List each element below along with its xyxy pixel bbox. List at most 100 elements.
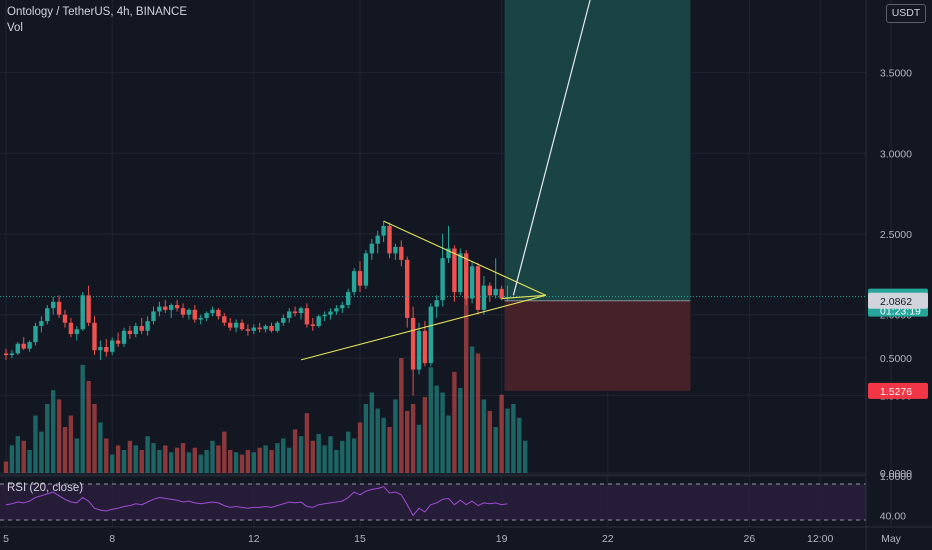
volume-legend[interactable]: Vol (7, 22, 23, 34)
candle-body (216, 309, 221, 317)
volume-bar (233, 452, 239, 473)
volume-bar (287, 447, 292, 473)
volume-bar (499, 394, 504, 473)
candle-body (334, 308, 339, 312)
volume-bar (169, 452, 174, 473)
volume-bar (452, 371, 457, 473)
price-tick-label: 2.5000 (880, 229, 912, 241)
loss-zone[interactable] (504, 300, 691, 391)
candle-body (198, 317, 203, 320)
candle-body (310, 324, 315, 326)
volume-bar (393, 399, 398, 473)
volume-bar (86, 381, 91, 473)
volume-bar (310, 440, 315, 473)
volume-bar (304, 413, 310, 473)
candle-body (251, 327, 256, 331)
volume-bar (192, 447, 197, 473)
volume-bar (186, 452, 192, 473)
profit-zone[interactable] (504, 0, 691, 301)
candle-body (98, 346, 103, 351)
triangle-right-edge-line (501, 294, 546, 300)
volume-bar (387, 427, 392, 473)
volume-bar (475, 353, 481, 473)
candle-body (139, 325, 144, 331)
volume-bar (98, 422, 103, 473)
volume-bar (39, 431, 44, 473)
volume-bar (21, 440, 26, 473)
candle-body (440, 258, 445, 301)
currency-button[interactable]: USDT (886, 4, 926, 23)
candle-body (481, 285, 487, 310)
candle-body (346, 292, 351, 306)
candle-body (458, 253, 463, 293)
candle-body (351, 271, 357, 293)
volume-bar (428, 367, 433, 473)
volume-bar (27, 450, 32, 473)
entry-price-badge-bg (868, 292, 928, 309)
candle-body (56, 301, 62, 315)
volume-bar (45, 404, 50, 473)
candle-body (104, 346, 109, 352)
projection-line[interactable] (512, 0, 591, 296)
candles (3, 221, 510, 396)
volume-bar (145, 436, 150, 473)
price-axis[interactable]: 3.50003.00002.50002.00001.50001.00000.50… (880, 68, 912, 523)
candle-body (27, 342, 32, 349)
candle-body (298, 308, 304, 314)
volume-bar (493, 427, 498, 473)
candle-body (121, 330, 127, 344)
time-tick-label: 22 (602, 533, 614, 545)
candle-body (74, 329, 79, 335)
volume-bar (198, 454, 203, 473)
volume-bar (505, 408, 510, 473)
candle-body (163, 306, 168, 310)
volume-tick-label: 0.5000 (880, 353, 912, 365)
volume-bar (110, 454, 115, 473)
volume-bar (292, 429, 298, 473)
volume-bar (458, 387, 463, 473)
volume-bar (216, 445, 221, 473)
candle-body (169, 305, 174, 310)
candle-body (115, 340, 121, 344)
time-tick-label: 26 (744, 533, 756, 545)
candle-body (245, 329, 251, 331)
volume-bar (275, 443, 280, 473)
symbol-title[interactable]: Ontology / TetherUS, 4h, BINANCE (7, 6, 188, 18)
volume-bar (180, 443, 186, 473)
rsi-legend[interactable]: RSI (20, close) (7, 482, 84, 494)
candle-body (204, 313, 209, 318)
stop-price-badge: 1.5276 (880, 386, 912, 398)
price-tick-label: 1.0000 (880, 471, 912, 483)
candle-body (92, 322, 97, 351)
candle-body (446, 248, 451, 259)
candle-body (192, 309, 197, 320)
volume-bar (422, 397, 428, 473)
volume-bar (104, 438, 109, 473)
candle-body (328, 311, 333, 315)
volume-bar (68, 415, 74, 473)
time-tick-label: 12 (248, 533, 260, 545)
candle-body (68, 322, 74, 335)
time-tick-label: 12:00 (807, 533, 833, 545)
triangle-upper-line (383, 220, 547, 296)
time-tick-label: 8 (109, 533, 115, 545)
triangle-pattern[interactable] (300, 220, 547, 361)
volume-bar (340, 440, 345, 473)
candle-body (33, 325, 38, 343)
candle-body (340, 305, 345, 309)
time-axis[interactable]: 5 8 12 15 19 22 26 12:00 May (3, 533, 902, 545)
candle-body (269, 325, 274, 331)
volume-bar (174, 447, 180, 473)
volume-bar (3, 461, 9, 473)
candle-body (281, 317, 286, 323)
candle-body (452, 248, 457, 293)
candle-body (369, 243, 374, 254)
volume-bar (15, 436, 20, 473)
volume-bar (487, 410, 492, 473)
candle-body (21, 343, 26, 349)
volume-bar (151, 443, 156, 473)
volume-bar (245, 450, 251, 473)
candle-body (475, 266, 481, 310)
